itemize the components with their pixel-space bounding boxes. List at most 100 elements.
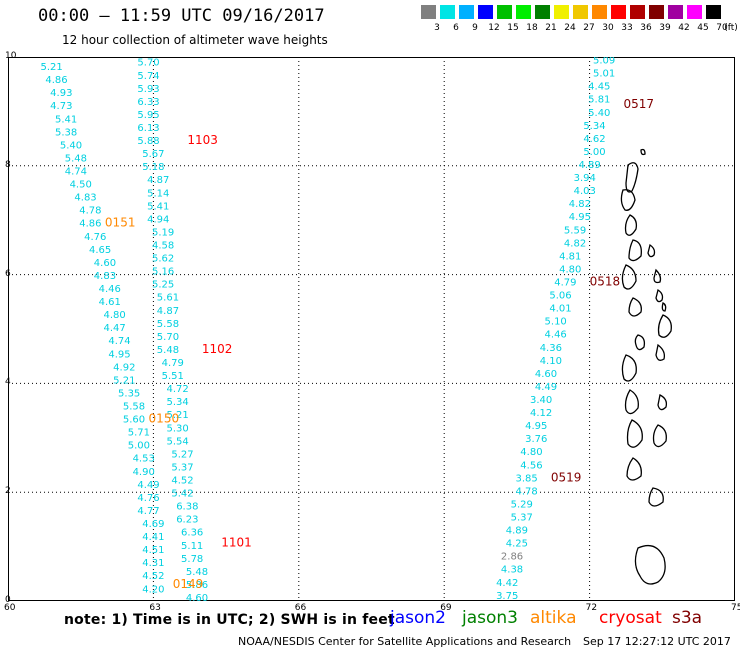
map-subtitle: 12 hour collection of altimeter wave hei…	[62, 33, 328, 47]
wave-height-label: 4.83	[74, 193, 96, 204]
wave-height-label: 4.38	[501, 565, 523, 576]
wave-height-label: 5.58	[157, 319, 179, 330]
wave-height-label: 3.75	[496, 591, 518, 601]
wave-height-label: 4.36	[540, 343, 562, 354]
scale-swatch	[687, 5, 702, 19]
wave-height-label: 3.94	[574, 173, 596, 184]
wave-height-label: 5.14	[147, 188, 169, 199]
scale-swatch	[611, 5, 626, 19]
wave-height-label: 5.09	[593, 57, 615, 67]
wave-height-label: 4.92	[113, 362, 135, 373]
wave-height-label: 5.81	[588, 95, 610, 106]
wave-height-label: 4.50	[70, 180, 92, 191]
island-outline	[634, 334, 646, 351]
x-tick-label: 69	[440, 603, 452, 613]
wave-height-label: 5.48	[157, 345, 179, 356]
scale-label: 24	[564, 23, 576, 33]
legend-altika: altika	[530, 608, 577, 628]
scale-label: 27	[583, 23, 595, 33]
scale-swatch	[706, 5, 721, 19]
wave-height-label: 4.74	[108, 336, 130, 347]
island-outline	[628, 297, 642, 317]
wave-height-label: 5.38	[55, 127, 77, 138]
scale-swatch	[554, 5, 569, 19]
map-title: 00:00 – 11:59 UTC 09/16/2017	[38, 6, 325, 26]
scale-label: 12	[488, 23, 500, 33]
island-outline	[621, 354, 637, 382]
pass-time-label: 0519	[551, 470, 582, 484]
scale-label: 6	[453, 23, 459, 33]
wave-height-label: 4.01	[549, 304, 571, 315]
x-tick-label: 72	[585, 603, 598, 613]
wave-height-label: 4.46	[545, 330, 567, 341]
wave-height-label: 4.80	[103, 310, 125, 321]
wave-height-label: 4.03	[574, 186, 596, 197]
wave-height-label: 4.89	[506, 526, 528, 537]
pass-time-label: 1102	[202, 342, 233, 356]
wave-height-label: 4.95	[525, 421, 547, 432]
scale-swatch	[535, 5, 550, 19]
wave-height-label: 4.49	[535, 382, 557, 393]
scale-unit: (ft)	[724, 23, 738, 33]
island-outline	[634, 544, 666, 585]
plot-frame	[8, 57, 735, 601]
wave-height-label: 5.01	[593, 69, 615, 80]
wave-height-label: 5.70	[157, 332, 179, 343]
x-tick-label: 60	[4, 603, 16, 613]
wave-height-label: 4.95	[108, 349, 130, 360]
island-outline	[624, 214, 638, 236]
scale-label: 9	[472, 23, 478, 33]
altimeter-map: 5.21 4.86 4.93 4.73 5.41 5.38 5.40 5.48 4.74 4.50…	[8, 57, 735, 601]
scale-label: 3	[434, 23, 440, 33]
island-outline	[625, 162, 639, 193]
pass-time-label: 0517	[624, 97, 655, 111]
y-tick-label: 4	[5, 377, 11, 388]
wave-height-label: 5.35	[118, 388, 140, 399]
wave-height-label: 4.41	[142, 532, 164, 543]
wave-height-label: 5.88	[137, 136, 159, 147]
wave-height-label: 4.77	[137, 506, 159, 517]
wave-height-label: 4.74	[65, 167, 87, 178]
wave-height-label: 5.00	[583, 147, 605, 158]
wave-height-label: 5.21	[113, 375, 135, 386]
footer-note: note: 1) Time is in UTC; 2) SWH is in fe…	[64, 612, 395, 628]
wave-height-label: 4.93	[50, 88, 72, 99]
wave-height-label: 6.36	[181, 528, 203, 539]
scale-label: 36	[640, 23, 652, 33]
wave-height-label: 4.76	[137, 493, 159, 504]
wave-height-label: 5.34	[583, 121, 605, 132]
wave-height-label: 4.72	[167, 384, 189, 395]
wave-height-label: 5.59	[564, 225, 586, 236]
wave-height-label: 5.95	[137, 110, 159, 121]
scale-swatch	[668, 5, 683, 19]
wave-height-label: 5.40	[60, 140, 82, 151]
wave-height-label: 2.86	[501, 552, 523, 563]
wave-height-label: 5.71	[128, 428, 150, 439]
scale-label: 70	[716, 23, 728, 33]
wave-height-label: 5.54	[167, 436, 189, 447]
island-outline	[655, 288, 664, 303]
wave-height-label: 4.25	[506, 539, 528, 550]
wave-height-label: 4.83	[94, 271, 116, 282]
wave-height-label: 5.34	[167, 397, 189, 408]
wave-height-label: 6.38	[176, 502, 198, 513]
pass-time-label: 0149	[173, 577, 204, 591]
legend-s3a: s3a	[672, 608, 703, 628]
scale-label: 18	[526, 23, 538, 33]
wave-height-label: 5.00	[128, 441, 150, 452]
wave-height-label: 3.85	[515, 473, 537, 484]
island-outline	[621, 264, 637, 290]
wave-height-label: 4.12	[530, 408, 552, 419]
wave-height-label: 5.10	[545, 317, 567, 328]
wave-height-label: 4.45	[588, 82, 610, 93]
wave-height-label: 4.73	[50, 101, 72, 112]
wave-height-label: 4.80	[520, 447, 542, 458]
wave-height-label: 5.41	[147, 201, 169, 212]
wave-height-label: 4.46	[99, 284, 121, 295]
pass-time-label: 1103	[187, 133, 218, 147]
wave-height-label: 3.40	[530, 395, 552, 406]
wave-height-label: 4.60	[535, 369, 557, 380]
wave-height-label: 4.52	[142, 571, 164, 582]
wave-height-label: 4.79	[554, 277, 576, 288]
wave-height-label: 4.89	[578, 160, 600, 171]
